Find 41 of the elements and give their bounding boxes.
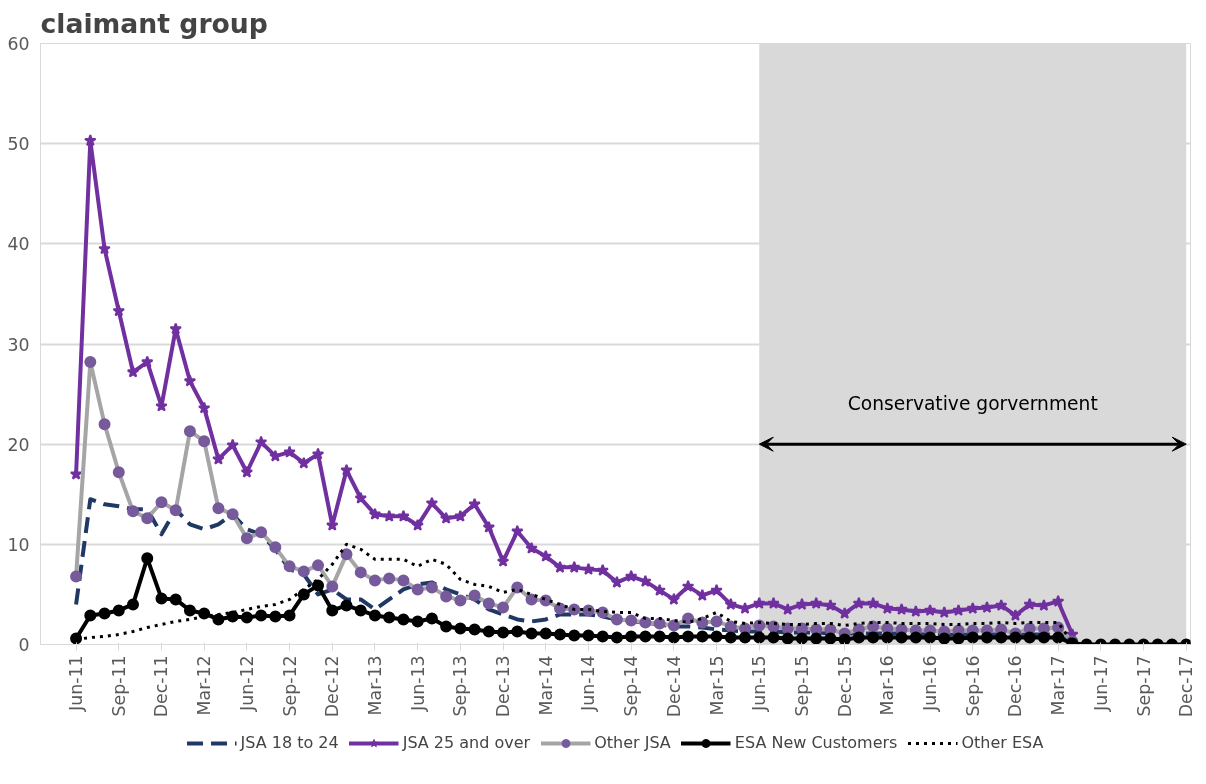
x-tick-label: Jun-15 [749,655,770,712]
x-tick-label: Dec-13 [493,655,514,718]
y-tick-label: 40 [7,234,30,255]
y-tick-label: 30 [7,334,30,355]
y-tick-label: 0 [18,635,30,655]
x-tick-label: Jun-11 [66,655,87,712]
x-tick-label: Sep-13 [450,655,471,717]
x-tick-label: Jun-16 [920,655,941,712]
x-tick-label: Mar-16 [877,655,898,716]
x-tick-label: Sep-17 [1133,655,1154,717]
x-tick-label: Mar-14 [535,655,556,716]
chart-title: claimant group [40,7,268,39]
x-tick-label: Mar-17 [1048,655,1069,716]
x-tick-label: Mar-12 [194,655,215,716]
x-tick-label: Mar-15 [706,655,727,716]
x-tick-label: Dec-11 [151,655,172,718]
x-tick-label: Dec-12 [322,655,343,718]
x-tick-label: Mar-13 [364,655,385,716]
x-tick-label: Dec-16 [1005,655,1026,718]
legend-label: Other ESA [961,733,1044,752]
x-tick-label: Sep-14 [621,655,642,717]
x-tick-label: Jun-12 [236,655,257,712]
y-tick-label: 10 [7,534,30,555]
x-tick-label: Jun-13 [407,655,428,712]
x-tick-label: Jun-17 [1090,655,1111,712]
legend-label: Other JSA [594,733,671,752]
legend-label: JSA 18 to 24 [240,733,339,752]
x-tick-label: Sep-16 [962,655,983,717]
x-tick-label: Sep-15 [791,655,812,717]
x-tick-label: Jun-14 [578,655,599,712]
y-tick-label: 50 [7,134,30,155]
y-tick-label: 60 [7,34,30,54]
band-label: Conservative gorvernment [847,393,1098,415]
y-tick-label: 20 [7,434,30,455]
x-tick-label: Dec-15 [834,655,855,718]
x-tick-label: Sep-12 [279,655,300,717]
legend-label: JSA 25 and over [402,733,531,752]
legend-label: ESA New Customers [734,733,898,752]
x-tick-label: Dec-14 [663,655,684,718]
x-tick-label: Sep-11 [108,655,129,717]
x-tick-label: Dec-17 [1175,655,1196,718]
